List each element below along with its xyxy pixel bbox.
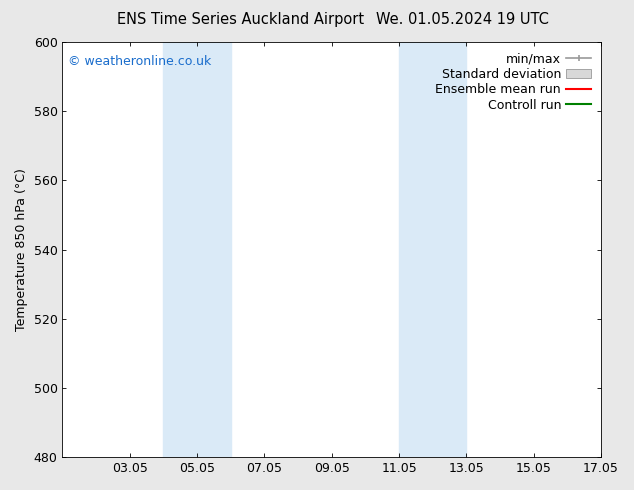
Bar [164,42,231,457]
Y-axis label: Temperature 850 hPa (°C): Temperature 850 hPa (°C) [15,168,28,331]
Legend: min/max, Standard deviation, Ensemble mean run, Controll run: min/max, Standard deviation, Ensemble me… [432,49,595,115]
Text: ENS Time Series Auckland Airport: ENS Time Series Auckland Airport [117,12,365,27]
Text: We. 01.05.2024 19 UTC: We. 01.05.2024 19 UTC [377,12,549,27]
Bar [399,42,467,457]
Text: © weatheronline.co.uk: © weatheronline.co.uk [68,54,211,68]
